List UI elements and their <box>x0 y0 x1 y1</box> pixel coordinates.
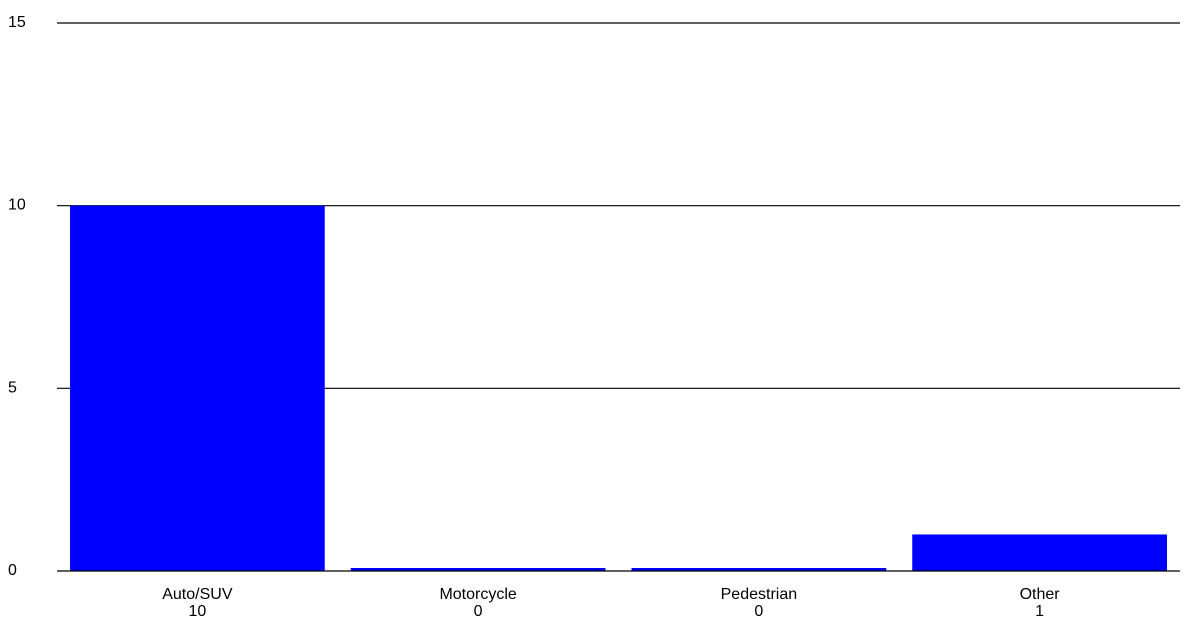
bar <box>912 534 1167 571</box>
x-category-label: Pedestrian <box>721 586 798 603</box>
y-tick-label: 15 <box>8 14 26 31</box>
bar-value-label: 1 <box>1035 603 1044 620</box>
bar-value-label: 10 <box>188 603 206 620</box>
bar <box>631 568 887 571</box>
bar-value-label: 0 <box>474 603 483 620</box>
x-category-label: Other <box>1020 586 1061 603</box>
y-tick-label: 10 <box>8 197 26 214</box>
bar <box>350 568 606 571</box>
x-category-label: Motorcycle <box>439 586 516 603</box>
y-tick-label: 0 <box>8 562 17 579</box>
bar-value-label: 0 <box>754 603 763 620</box>
bar <box>70 205 325 571</box>
y-tick-label: 5 <box>8 379 17 396</box>
x-category-label: Auto/SUV <box>162 586 233 603</box>
bars <box>70 205 1167 571</box>
y-tick-labels: 0 5 10 15 <box>8 14 26 579</box>
